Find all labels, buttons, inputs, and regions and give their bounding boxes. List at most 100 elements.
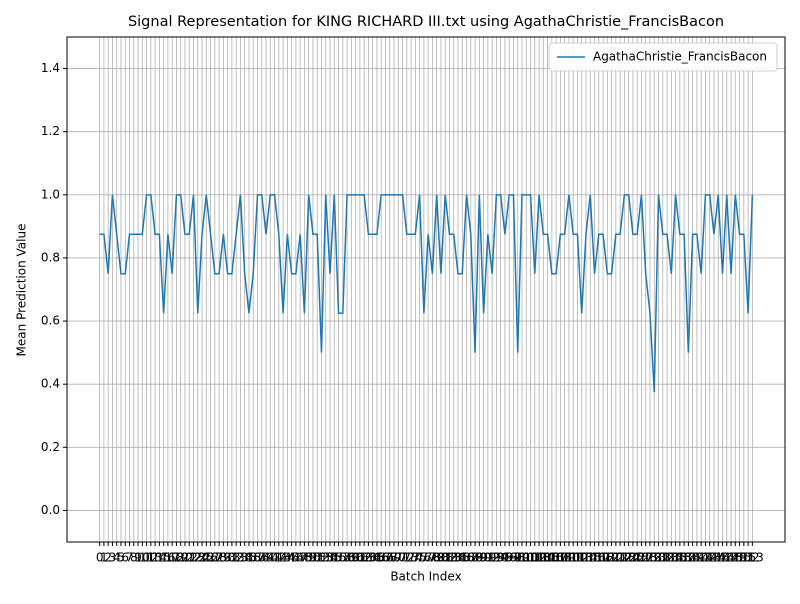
- x-tick-label: 103: [528, 551, 551, 565]
- x-tick-label: 6: [121, 551, 129, 565]
- x-tick-label: 27: [207, 551, 222, 565]
- x-axis-label: Batch Index: [390, 570, 461, 584]
- x-tick-label: 105: [536, 551, 559, 565]
- y-tick-label: 1.2: [41, 124, 60, 138]
- x-tick-label: 19: [173, 551, 188, 565]
- y-tick-label: 1.0: [41, 187, 60, 201]
- x-tick-label: 115: [579, 551, 602, 565]
- x-tick-label: 125: [621, 551, 644, 565]
- x-tick-label: 79: [429, 551, 444, 565]
- x-tick-label: 62: [356, 551, 371, 565]
- x-tick-label: 104: [532, 551, 555, 565]
- y-tick-label: 0.8: [41, 250, 60, 264]
- x-tick-label: 132: [651, 551, 674, 565]
- x-tick-label: 98: [510, 551, 525, 565]
- x-tick-label: 144: [703, 551, 726, 565]
- x-tick-label: 112: [566, 551, 589, 565]
- x-tick-label: 8: [130, 551, 138, 565]
- x-tick-label: 97: [506, 551, 521, 565]
- legend: AgathaChristie_FrancisBacon: [548, 42, 778, 72]
- x-tick-label: 130: [643, 551, 666, 565]
- x-tick-label: 109: [553, 551, 576, 565]
- y-tick-label: 0.2: [41, 440, 60, 454]
- x-tick-label: 139: [681, 551, 704, 565]
- x-tick-label: 53: [318, 551, 333, 565]
- x-tick-label: 82: [442, 551, 457, 565]
- x-tick-label: 87: [463, 551, 478, 565]
- x-tick-label: 38: [254, 551, 269, 565]
- x-tick-label: 128: [634, 551, 657, 565]
- x-tick-label: 51: [310, 551, 325, 565]
- x-tick-label: 22: [186, 551, 201, 565]
- x-tick-label: 54: [322, 551, 337, 565]
- x-tick-label: 136: [668, 551, 691, 565]
- x-tick-label: 70: [391, 551, 406, 565]
- x-tick-label: 29: [216, 551, 231, 565]
- x-tick-label: 126: [626, 551, 649, 565]
- x-tick-label: 96: [502, 551, 517, 565]
- x-tick-label: 17: [165, 551, 180, 565]
- x-tick-label: 131: [647, 551, 670, 565]
- x-tick-label: 25: [199, 551, 214, 565]
- x-tick-label: 150: [728, 551, 751, 565]
- x-tick-label: 7: [126, 551, 134, 565]
- x-tick-label: 108: [549, 551, 572, 565]
- x-tick-label: 92: [484, 551, 499, 565]
- x-tick-label: 133: [656, 551, 679, 565]
- x-tick-label: 39: [258, 551, 273, 565]
- x-tick-label: 34: [237, 551, 252, 565]
- x-tick-label: 91: [480, 551, 495, 565]
- x-tick-label: 93: [489, 551, 504, 565]
- x-tick-label: 61: [352, 551, 367, 565]
- series-line: [99, 194, 754, 393]
- x-tick-label: 5: [117, 551, 125, 565]
- x-tick-label: 107: [545, 551, 568, 565]
- x-tick-label: 13: [147, 551, 162, 565]
- x-tick-label: 18: [169, 551, 184, 565]
- x-tick-label: 127: [630, 551, 653, 565]
- x-tick-label: 77: [420, 551, 435, 565]
- x-tick-label: 102: [523, 551, 546, 565]
- x-tick-label: 44: [280, 551, 295, 565]
- x-tick-label: 43: [275, 551, 290, 565]
- x-tick-label: 100: [515, 551, 538, 565]
- x-tick-label: 50: [305, 551, 320, 565]
- x-tick-label: 4: [113, 551, 121, 565]
- x-tick-label: 84: [450, 551, 465, 565]
- x-tick-label: 9: [134, 551, 142, 565]
- x-tick-label: 146: [711, 551, 734, 565]
- chart-title: Signal Representation for KING RICHARD I…: [128, 14, 724, 30]
- x-tick-label: 116: [583, 551, 606, 565]
- x-tick-label: 134: [660, 551, 683, 565]
- x-tick-label: 120: [600, 551, 623, 565]
- x-tick-label: 58: [339, 551, 354, 565]
- x-tick-label: 66: [374, 551, 389, 565]
- x-tick-label: 90: [476, 551, 491, 565]
- x-tick-label: 141: [690, 551, 713, 565]
- x-tick-label: 88: [467, 551, 482, 565]
- x-tick-label: 149: [724, 551, 747, 565]
- x-tick-label: 110: [557, 551, 580, 565]
- x-tick-label: 28: [211, 551, 226, 565]
- legend-label: AgathaChristie_FrancisBacon: [593, 50, 767, 64]
- plot-frame: [66, 36, 786, 543]
- x-tick-label: 40: [263, 551, 278, 565]
- x-tick-label: 74: [408, 551, 423, 565]
- x-tick-label: 15: [156, 551, 171, 565]
- x-tick-label: 75: [412, 551, 427, 565]
- x-tick-label: 101: [519, 551, 542, 565]
- x-tick-label: 11: [139, 551, 154, 565]
- x-tick-label: 26: [203, 551, 218, 565]
- x-tick-label: 59: [344, 551, 359, 565]
- x-tick-label: 86: [459, 551, 474, 565]
- x-tick-label: 56: [331, 551, 346, 565]
- x-tick-label: 33: [233, 551, 248, 565]
- x-tick-label: 23: [190, 551, 205, 565]
- x-tick-label: 117: [587, 551, 610, 565]
- x-tick-label: 24: [194, 551, 209, 565]
- x-tick-label: 83: [446, 551, 461, 565]
- x-tick-label: 63: [361, 551, 376, 565]
- legend-box: [548, 42, 778, 72]
- x-tick-label: 31: [224, 551, 239, 565]
